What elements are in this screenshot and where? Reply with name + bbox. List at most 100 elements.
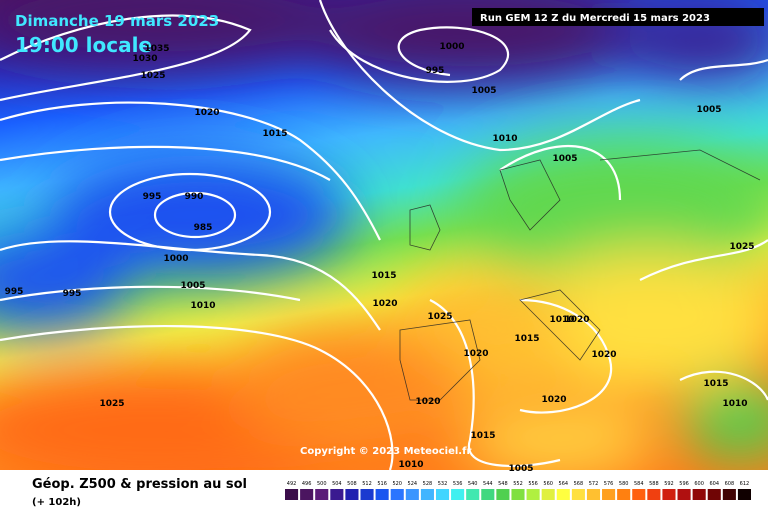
- scale-label: 500: [317, 481, 327, 487]
- isobar-label: 1025: [99, 399, 124, 409]
- scale-swatch: [692, 489, 706, 500]
- isobar-label: 1005: [552, 154, 577, 164]
- isobar-label: 995: [5, 287, 24, 297]
- scale-swatch: [451, 489, 465, 500]
- scale-label: 532: [438, 481, 448, 487]
- scale-label: 528: [423, 481, 433, 487]
- isobar-label: 995: [143, 192, 162, 202]
- scale-swatch: [435, 489, 450, 500]
- isobar-label: 1015: [514, 334, 539, 344]
- scale-label: 504: [332, 481, 342, 487]
- scale-label: 516: [377, 481, 387, 487]
- scale-label: 612: [740, 481, 750, 487]
- scale-swatch: [556, 489, 570, 500]
- scale-swatch: [360, 489, 374, 500]
- isobar-label: 985: [194, 223, 213, 233]
- isobar-label: 1005: [471, 86, 496, 96]
- scale-swatch: [586, 489, 601, 500]
- scale-label: 560: [543, 481, 553, 487]
- scale-label: 496: [302, 481, 312, 487]
- scale-swatch: [466, 489, 480, 500]
- isobar-label: 1020: [463, 349, 488, 359]
- isobar-label: 1015: [703, 379, 728, 389]
- scale-swatch: [677, 489, 691, 500]
- isobar-label: 1020: [591, 350, 616, 360]
- scale-label: 596: [679, 481, 689, 487]
- scale-label: 564: [559, 481, 569, 487]
- scale-swatch: [345, 489, 359, 500]
- scale-swatch: [420, 489, 434, 500]
- isobar-label: 1015: [470, 431, 495, 441]
- scale-swatch: [617, 489, 631, 500]
- scale-swatch: [571, 489, 585, 500]
- scale-label: 600: [694, 481, 704, 487]
- scale-label: 492: [287, 481, 297, 487]
- isobar-label: 1035: [144, 44, 169, 54]
- scale-swatch: [632, 489, 646, 500]
- scale-label: 592: [664, 481, 674, 487]
- scale-swatch: [405, 489, 419, 500]
- scale-label: 508: [347, 481, 357, 487]
- copyright: Copyright © 2023 Meteociel.fr: [300, 446, 471, 457]
- scale-label: 536: [453, 481, 463, 487]
- scale-label: 604: [709, 481, 719, 487]
- scale-label: 568: [574, 481, 584, 487]
- isobar-label: 1010: [722, 399, 747, 409]
- isobar-label: 1030: [132, 54, 157, 64]
- isobar-label: 1010: [398, 460, 423, 470]
- scale-label: 544: [483, 481, 493, 487]
- scale-label: 572: [589, 481, 599, 487]
- scale-swatch: [330, 489, 344, 500]
- isobar-label: 1020: [194, 108, 219, 118]
- isobar-label: 1025: [729, 242, 754, 252]
- scale-label: 524: [408, 481, 418, 487]
- scale-label: 540: [468, 481, 478, 487]
- scale-label: 584: [634, 481, 644, 487]
- run-info: Run GEM 12 Z du Mercredi 15 mars 2023: [480, 13, 710, 24]
- isobar-label: 1000: [163, 254, 188, 264]
- isobar-label: 1005: [180, 281, 205, 291]
- scale-swatch: [722, 489, 736, 500]
- scale-swatch: [707, 489, 721, 500]
- map: [0, 0, 768, 470]
- scale-label: 580: [619, 481, 629, 487]
- scale-swatch: [662, 489, 676, 500]
- isobar-label: 1020: [372, 299, 397, 309]
- isobar-label: 1025: [140, 71, 165, 81]
- isobar-label: 1020: [541, 395, 566, 405]
- footer-title: Géop. Z500 & pression au sol: [32, 477, 247, 492]
- scale-swatch: [511, 489, 525, 500]
- scale-swatch: [481, 489, 495, 500]
- isobar-label: 1005: [696, 105, 721, 115]
- scale-label: 588: [649, 481, 659, 487]
- scale-swatch: [315, 489, 329, 500]
- isobar-label: 1010: [549, 315, 574, 325]
- scale-swatch: [285, 489, 299, 500]
- scale-swatch: [737, 489, 751, 500]
- isobar-label: 1015: [371, 271, 396, 281]
- footer-subtitle: (+ 102h): [32, 497, 81, 508]
- isobar-label: 1005: [508, 464, 533, 474]
- isobar-label: 1000: [439, 42, 464, 52]
- scale-label: 548: [498, 481, 508, 487]
- time-line: 19:00 locale: [15, 33, 152, 57]
- scale-label: 556: [528, 481, 538, 487]
- run-info-box: [472, 8, 764, 26]
- isobar-label: 995: [426, 66, 445, 76]
- isobar-label: 1015: [262, 129, 287, 139]
- scale-label: 520: [392, 481, 402, 487]
- scale-swatch: [390, 489, 404, 500]
- isobar-label: 995: [63, 289, 82, 299]
- colour-scale: 492 496 500 504 508 512 516 520 524 528 532 536 540 5…: [285, 481, 751, 500]
- isobar-label: 1025: [427, 312, 452, 322]
- isobar-label: 1010: [190, 301, 215, 311]
- scale-label: 576: [604, 481, 614, 487]
- scale-swatch: [541, 489, 555, 500]
- scale-label: 512: [362, 481, 372, 487]
- scale-swatch: [647, 489, 661, 500]
- scale-swatch: [526, 489, 540, 500]
- date-line: Dimanche 19 mars 2023: [15, 12, 219, 30]
- scale-swatch: [602, 489, 616, 500]
